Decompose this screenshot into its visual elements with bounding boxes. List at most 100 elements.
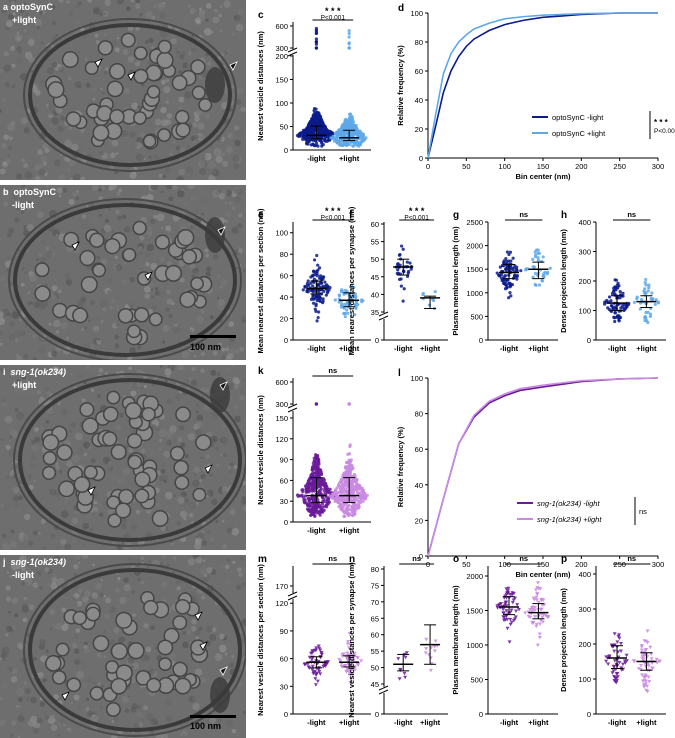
em-grain bbox=[172, 0, 176, 4]
data-point-c bbox=[341, 130, 345, 134]
p-value-f: P<0.001 bbox=[404, 215, 429, 222]
data-point-n bbox=[428, 656, 433, 660]
data-point-o bbox=[510, 600, 515, 605]
y-axis-label-o: Plasma membrane length (nm) bbox=[451, 585, 460, 695]
data-point-h bbox=[618, 289, 622, 294]
data-point-k bbox=[314, 458, 318, 462]
em-image-a bbox=[0, 0, 246, 180]
em-grain bbox=[165, 78, 170, 83]
p-value-c: P<0.001 bbox=[321, 15, 346, 22]
em-grain bbox=[127, 56, 135, 63]
data-point-k bbox=[300, 488, 304, 492]
em-grain bbox=[68, 126, 73, 131]
y-tick-label-o: 2000 bbox=[466, 572, 483, 581]
y-tick-label-c: 150 bbox=[275, 76, 288, 85]
em-grain bbox=[8, 136, 13, 141]
em-grain bbox=[12, 12, 16, 16]
em-grain bbox=[92, 97, 96, 101]
significance-label-d: * * * bbox=[654, 118, 669, 127]
x-tick-label-d: 300 bbox=[652, 162, 665, 171]
data-point-c bbox=[349, 117, 353, 121]
data-point-c bbox=[347, 35, 351, 39]
data-point-k bbox=[312, 489, 317, 493]
em-grain bbox=[100, 9, 105, 13]
data-point-k bbox=[342, 473, 346, 477]
data-point-e bbox=[340, 290, 344, 294]
data-point-f bbox=[401, 299, 405, 303]
y-tick-label-m: 30 bbox=[280, 682, 288, 691]
em-grain bbox=[178, 168, 185, 176]
em-grain bbox=[80, 176, 86, 180]
data-point-k bbox=[330, 496, 335, 500]
y-tick-label-n: 65 bbox=[371, 614, 379, 623]
data-point-h bbox=[614, 278, 619, 282]
data-point-c bbox=[323, 129, 328, 133]
data-point-c bbox=[349, 120, 353, 124]
data-point-n bbox=[432, 645, 437, 649]
em-grain bbox=[104, 71, 107, 74]
y-tick-label-l: 80 bbox=[415, 410, 423, 419]
em-grain bbox=[152, 7, 157, 12]
y-axis-label-e: Mean nearest distances per section (nm) bbox=[256, 208, 265, 354]
data-point-n bbox=[403, 655, 408, 660]
data-point-p bbox=[646, 664, 651, 668]
y-tick-label-p: 300 bbox=[578, 605, 591, 614]
em-grain bbox=[108, 164, 114, 170]
y-tick-label-k: 150 bbox=[275, 414, 288, 423]
em-grain bbox=[232, 54, 236, 57]
em-grain bbox=[78, 1, 82, 5]
data-point-k bbox=[319, 487, 323, 491]
data-point-h bbox=[645, 319, 649, 323]
data-point-g bbox=[519, 269, 523, 273]
em-grain bbox=[0, 68, 3, 74]
em-grain bbox=[207, 61, 212, 66]
y-tick-label-k: 30 bbox=[280, 497, 288, 506]
data-point-g bbox=[508, 291, 512, 295]
em-grain bbox=[55, 106, 63, 114]
em-grain bbox=[194, 134, 199, 140]
significance-label-k: ns bbox=[328, 366, 337, 375]
legend-label-d: optoSynC +light bbox=[552, 129, 606, 138]
data-point-k bbox=[346, 512, 350, 516]
data-point-c bbox=[348, 143, 352, 147]
y-tick-label-e: 40 bbox=[280, 293, 288, 302]
em-grain bbox=[148, 155, 152, 159]
data-point-k bbox=[303, 501, 307, 505]
x-tick-label-d: 0 bbox=[426, 162, 430, 171]
em-grain bbox=[77, 51, 80, 54]
x-tick-label-l: 150 bbox=[537, 560, 550, 569]
em-grain bbox=[219, 5, 223, 9]
em-panel-a: a optoSynC +light bbox=[0, 0, 246, 180]
y-tick-label-k: 60 bbox=[280, 476, 288, 485]
em-grain bbox=[14, 106, 22, 114]
y-tick-label-l: 100 bbox=[410, 374, 423, 383]
em-grain bbox=[117, 177, 120, 180]
data-point-k bbox=[314, 471, 318, 475]
em-grain bbox=[211, 169, 220, 177]
y-tick-label-e: 80 bbox=[280, 250, 288, 259]
y-tick-label-d: 100 bbox=[410, 9, 423, 18]
data-point-c bbox=[341, 126, 345, 130]
data-point-e bbox=[311, 301, 316, 305]
data-point-f bbox=[398, 253, 402, 257]
data-point-c bbox=[320, 122, 325, 126]
data-point-o bbox=[534, 624, 539, 629]
em-grain bbox=[223, 0, 231, 8]
em-grain bbox=[37, 149, 44, 156]
em-grain bbox=[189, 8, 196, 15]
data-point-f bbox=[405, 260, 409, 264]
data-point-p bbox=[639, 664, 644, 668]
data-point-c bbox=[347, 31, 351, 36]
data-point-k bbox=[348, 463, 352, 467]
series-line-d bbox=[427, 12, 658, 159]
em-grain bbox=[116, 0, 125, 5]
em-grain bbox=[111, 139, 119, 147]
data-point-f bbox=[399, 284, 403, 288]
y-tick-label-o: 500 bbox=[470, 676, 483, 685]
em-grain bbox=[2, 98, 6, 103]
y-tick-label-k: 120 bbox=[275, 435, 288, 444]
y-tick-label-e: 60 bbox=[280, 272, 288, 281]
em-grain bbox=[163, 86, 171, 94]
data-point-c bbox=[314, 26, 318, 31]
em-grain bbox=[139, 12, 143, 17]
